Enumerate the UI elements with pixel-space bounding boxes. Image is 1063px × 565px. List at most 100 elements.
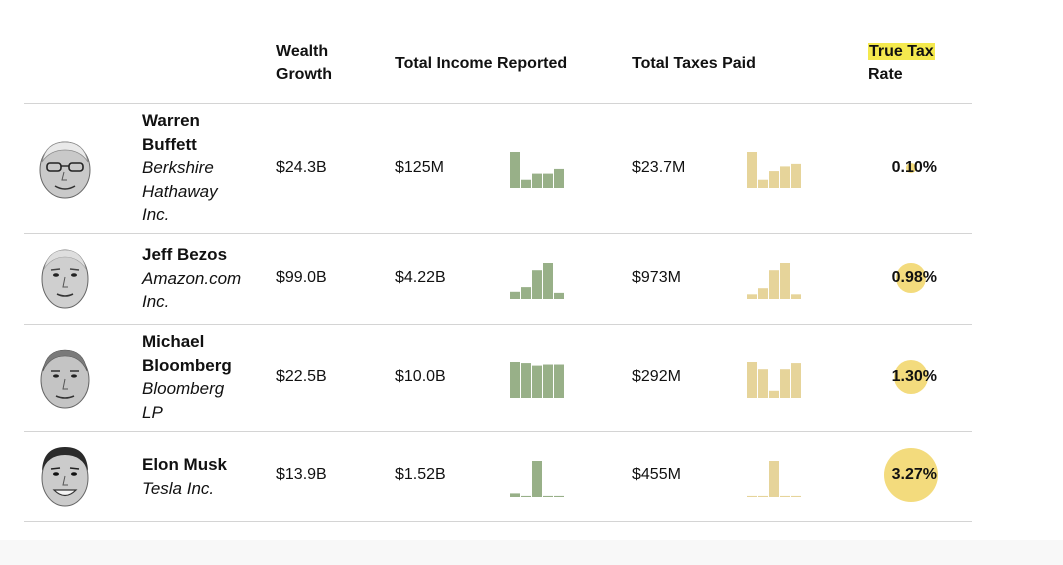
tax-rate-value: 1.30% (891, 368, 937, 385)
person-info: Michael Bloomberg Bloomberg LP (142, 330, 252, 424)
person-name-line1: Jeff Bezos (142, 245, 228, 264)
company-line2: Hathaway (142, 181, 218, 201)
sparkline-bar (532, 365, 542, 398)
header-total-taxes: Total Taxes Paid (632, 55, 756, 72)
sparkline-bar (521, 287, 531, 299)
income-sparkline (510, 263, 564, 299)
sparkline-bar (747, 362, 757, 398)
sparkline-bar (791, 495, 801, 497)
sparkline-bar (510, 291, 520, 299)
sparkline-bar (758, 495, 768, 497)
table-row: Warren Buffett Berkshire Hathaway Inc. $… (0, 104, 1063, 233)
jeff-bezos-portrait-icon (41, 249, 89, 309)
divider (24, 521, 972, 522)
table-row: Michael Bloomberg Bloomberg LP $22.5B $1… (0, 325, 1063, 431)
sparkline-bar (521, 179, 531, 188)
company-line1: Bloomberg (142, 379, 225, 398)
sparkline-bar (543, 263, 553, 299)
person-info: Elon Musk Tesla Inc. (142, 453, 252, 500)
sparkline-bar (780, 369, 790, 398)
sparkline-bar (769, 171, 779, 188)
sparkline-bar (769, 461, 779, 497)
sparkline-bar (780, 166, 790, 188)
income-sparkline (510, 461, 564, 497)
tax-rate-value: 0.98% (891, 269, 937, 286)
elon-musk-portrait-icon (41, 447, 89, 507)
tax-rate-cell: 0.10% (860, 138, 964, 198)
person-name-line1: Warren (142, 111, 200, 130)
tax-rate-value: 0.10% (891, 159, 937, 176)
sparkline-bar (758, 288, 768, 299)
header-true-tax-line1: True Tax (868, 43, 935, 60)
taxes-sparkline (747, 152, 801, 188)
sparkline-bar (780, 495, 790, 497)
taxes-value: $973M (632, 269, 681, 286)
divider (24, 324, 972, 325)
sparkline-bar (510, 362, 520, 398)
warren-buffett-portrait-icon (39, 141, 91, 199)
sparkline-bar (532, 270, 542, 299)
company-line1: Berkshire (142, 158, 214, 177)
sparkline-bar (769, 270, 779, 299)
sparkline-bar (510, 493, 520, 497)
sparkline-bar (543, 495, 553, 497)
wealth-growth-value: $99.0B (276, 269, 327, 286)
taxes-sparkline (747, 461, 801, 497)
company-line1: Tesla Inc. (142, 478, 215, 498)
sparkline-bar (791, 363, 801, 398)
income-value: $1.52B (395, 466, 446, 483)
person-name-line1: Michael (142, 332, 205, 351)
header-total-income: Total Income Reported (395, 55, 568, 72)
taxes-value: $455M (632, 466, 681, 483)
wealth-growth-value: $24.3B (276, 159, 327, 176)
sparkline-bar (791, 163, 801, 188)
sparkline-bar (543, 364, 553, 398)
income-value: $10.0B (395, 368, 446, 385)
tax-rate-cell: 1.30% (860, 347, 964, 407)
header-wealth-growth: Wealth Growth (276, 40, 332, 86)
sparkline-bar (521, 363, 531, 398)
tax-rate-cell: 3.27% (860, 445, 964, 505)
sparkline-bar (554, 495, 564, 497)
company-line2: Inc. (142, 292, 170, 311)
divider (24, 233, 972, 234)
wealth-growth-value: $22.5B (276, 368, 327, 385)
sparkline-bar (521, 495, 531, 497)
header-wealth-growth-line1: Wealth (276, 43, 329, 60)
sparkline-bar (747, 152, 757, 188)
sparkline-bar (554, 168, 564, 188)
taxes-sparkline (747, 263, 801, 299)
taxes-value: $292M (632, 368, 681, 385)
taxes-sparkline (747, 362, 801, 398)
wealth-growth-value: $13.9B (276, 466, 327, 483)
header-wealth-growth-line2: Growth (276, 66, 332, 83)
sparkline-bar (543, 173, 553, 188)
header-true-tax-rate: True Tax Rate (868, 40, 935, 86)
sparkline-bar (510, 152, 520, 188)
sparkline-bar (758, 369, 768, 398)
income-value: $4.22B (395, 269, 446, 286)
sparkline-bar (532, 173, 542, 188)
company-line3: Inc. (142, 205, 170, 224)
tax-rate-circle (896, 263, 926, 293)
tax-rate-circle (893, 359, 929, 395)
sparkline-bar (554, 364, 564, 398)
income-sparkline (510, 152, 564, 188)
taxes-value: $23.7M (632, 159, 686, 176)
tax-rate-value: 3.27% (891, 466, 937, 483)
tax-rate-cell: 0.98% (860, 248, 964, 308)
sparkline-bar (758, 179, 768, 188)
tax-rate-circle (884, 448, 938, 502)
person-name-line1: Elon Musk (142, 455, 228, 474)
sparkline-bar (532, 461, 542, 497)
person-name-line2: Bloomberg (142, 355, 232, 375)
person-name-line2: Buffett (142, 134, 197, 154)
table-header: Wealth Growth Total Income Reported Tota… (0, 0, 1063, 104)
person-info: Jeff Bezos Amazon.com Inc. (142, 243, 252, 314)
sparkline-bar (554, 292, 564, 299)
divider (24, 431, 972, 432)
divider (24, 103, 972, 104)
tax-rate-circle (906, 163, 916, 173)
page-bottom-band (0, 540, 1063, 565)
table-row: Elon Musk Tesla Inc. $13.9B $1.52B $455M… (0, 432, 1063, 521)
